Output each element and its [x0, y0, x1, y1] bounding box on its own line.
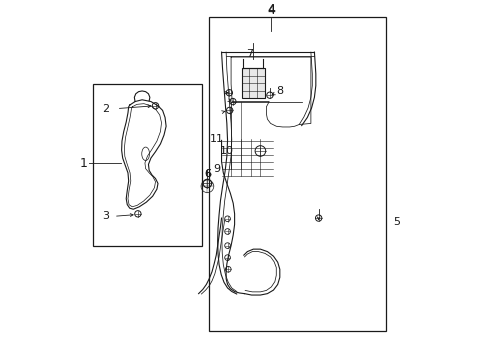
Text: 4: 4: [266, 4, 274, 17]
Text: 6: 6: [203, 168, 210, 179]
Bar: [241, 68, 264, 98]
Text: 2: 2: [102, 104, 109, 114]
Text: 5: 5: [392, 217, 399, 226]
Text: 1: 1: [80, 157, 87, 170]
Text: 6: 6: [203, 168, 210, 179]
Text: 10: 10: [220, 146, 233, 156]
Text: 8: 8: [276, 86, 283, 96]
Bar: [209, 17, 385, 331]
Text: 11: 11: [209, 134, 224, 144]
Bar: [93, 84, 202, 246]
Text: 3: 3: [102, 211, 109, 221]
Text: 7: 7: [246, 49, 253, 59]
Text: 9: 9: [213, 164, 220, 174]
Text: 4: 4: [266, 3, 274, 16]
